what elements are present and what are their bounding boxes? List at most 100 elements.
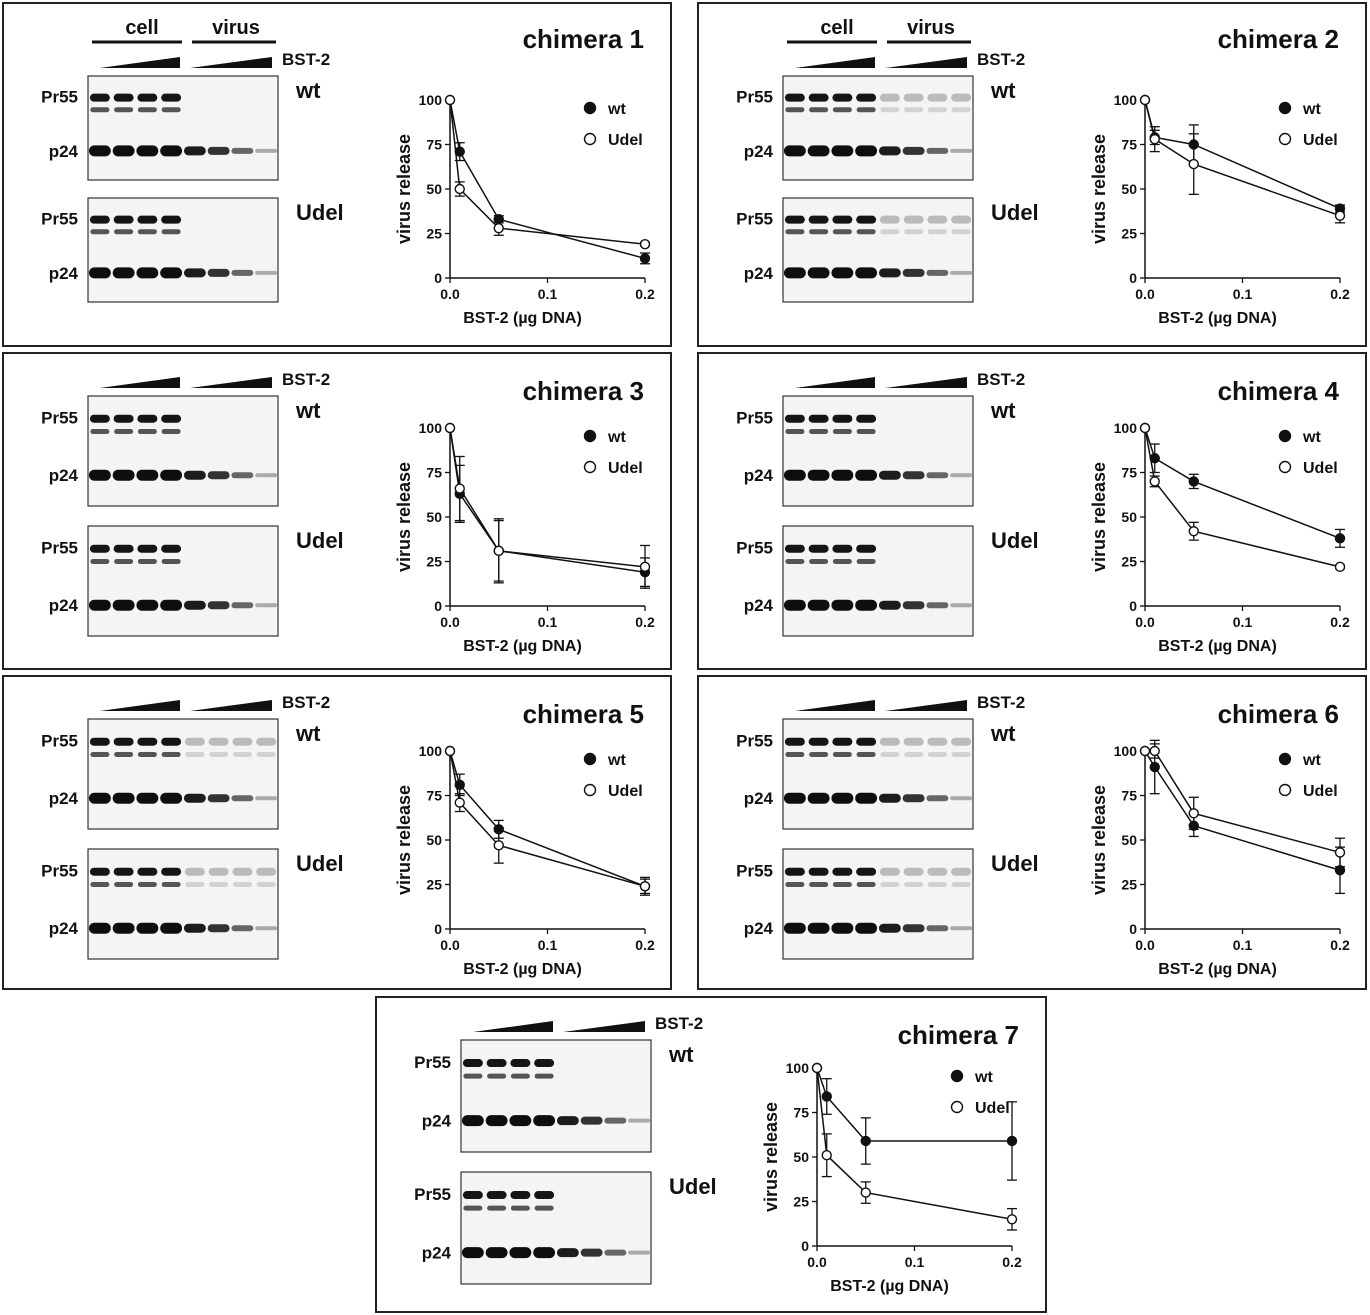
pr55-minor-band [856,429,876,434]
p24-band [831,792,854,804]
p24-band [831,267,854,279]
pr55-minor-band [927,752,947,757]
pr55-minor-band [232,752,252,757]
panel-svg: BST-2 Pr55 p24 wt Pr55 p24 Udel chimera 3 0 25 50 7… [41,370,655,655]
p24-band [926,472,949,479]
construct-udel-label: Udel [991,528,1039,553]
y-tick-label: 50 [1121,509,1137,525]
y-tick-label: 0 [1129,270,1137,286]
cell-lane-label: cell [125,17,158,39]
legend-wt-label: wt [1302,752,1321,769]
blot-frame [87,718,279,830]
blot-wt [460,1039,652,1153]
point-Udel [1188,526,1199,537]
x-tick-label: 0.1 [905,1254,925,1270]
p24-band [136,922,159,934]
pr55-band [534,1191,555,1200]
point-wt [860,1135,871,1147]
p24-band [604,1249,627,1256]
virus-titration-wedge [190,57,272,68]
x-tick-label: 0.1 [538,614,558,630]
pr55-minor-band [510,1073,530,1079]
pr55-minor-band [161,429,181,434]
point-wt [1149,761,1160,773]
x-tick-label: 0.0 [1135,937,1155,953]
p24-band [183,146,206,156]
x-tick-label: 0.0 [440,614,460,630]
point-Udel [1149,745,1160,757]
pr55-label: Pr55 [736,210,773,229]
y-tick-label: 75 [426,137,442,153]
pr55-band [510,1059,531,1068]
point-Udel [1334,561,1346,573]
p24-band [902,924,925,933]
p24-band [926,795,949,802]
pr55-band [832,414,853,423]
pr55-band [808,867,829,876]
p24-label: p24 [744,919,774,938]
virus-titration-wedge [190,377,272,388]
pr55-band [951,737,972,746]
p24-band [807,267,830,279]
pr55-band [510,1191,531,1200]
pr55-minor-band [904,882,924,887]
p24-band [926,925,949,932]
pr55-band [462,1059,483,1068]
chart-4: 0 25 50 75 100 0.0 0.1 0.2 BST-2 (µg DNA) virus r… [1089,420,1350,655]
construct-udel-label: Udel [991,200,1039,225]
pr55-minor-band [832,752,852,757]
pr55-band [89,414,110,423]
y-tick-label: 100 [786,1060,810,1076]
point-Udel [444,745,456,757]
legend-udel-marker [583,783,597,797]
p24-band [628,1250,651,1255]
chart-title: chimera 6 [1218,699,1339,729]
virus-titration-wedge [190,700,272,711]
pr55-minor-band [209,882,229,887]
point-Udel [1149,476,1160,487]
p24-band [580,1248,603,1257]
construct-wt-label: wt [295,78,321,103]
x-axis-label: BST-2 (µg DNA) [463,638,582,655]
pr55-minor-band [256,752,276,757]
pr55-band [113,544,134,553]
pr55-minor-band [856,559,876,564]
x-tick-label: 0.0 [1135,286,1155,302]
pr55-band [113,215,134,224]
pr55-band [903,93,924,102]
p24-label: p24 [49,466,79,485]
y-axis-label: virus release [1089,462,1109,572]
p24-band [207,471,230,480]
p24-band [902,268,925,277]
p24-label: p24 [49,142,79,161]
p24-band [112,267,135,279]
pr55-band [89,737,110,746]
p24-band [207,794,230,803]
blot-wt [782,395,974,507]
legend-udel-label: Udel [1303,783,1338,800]
p24-band [183,470,206,480]
y-tick-label: 25 [1121,226,1137,242]
blot-frame [782,197,974,303]
point-Udel [444,422,456,434]
p24-band [855,469,878,481]
point-Udel [811,1062,823,1074]
point-Udel [454,797,465,808]
blot-wt [782,75,974,181]
chart-title: chimera 5 [523,699,644,729]
legend-udel-marker [583,132,597,146]
pr55-band [927,737,948,746]
point-wt [639,253,651,264]
pr55-band [903,867,924,876]
pr55-band [856,215,877,224]
x-tick-label: 0.1 [538,286,558,302]
p24-band [112,922,135,934]
cell-titration-wedge [100,57,180,68]
pr55-minor-band [880,107,900,113]
cell-titration-wedge [100,377,180,388]
y-axis-label: virus release [394,462,414,572]
p24-band [88,145,111,157]
legend-wt-marker [1278,429,1292,443]
p24-band [255,603,278,608]
x-axis-label: BST-2 (µg DNA) [463,310,582,327]
